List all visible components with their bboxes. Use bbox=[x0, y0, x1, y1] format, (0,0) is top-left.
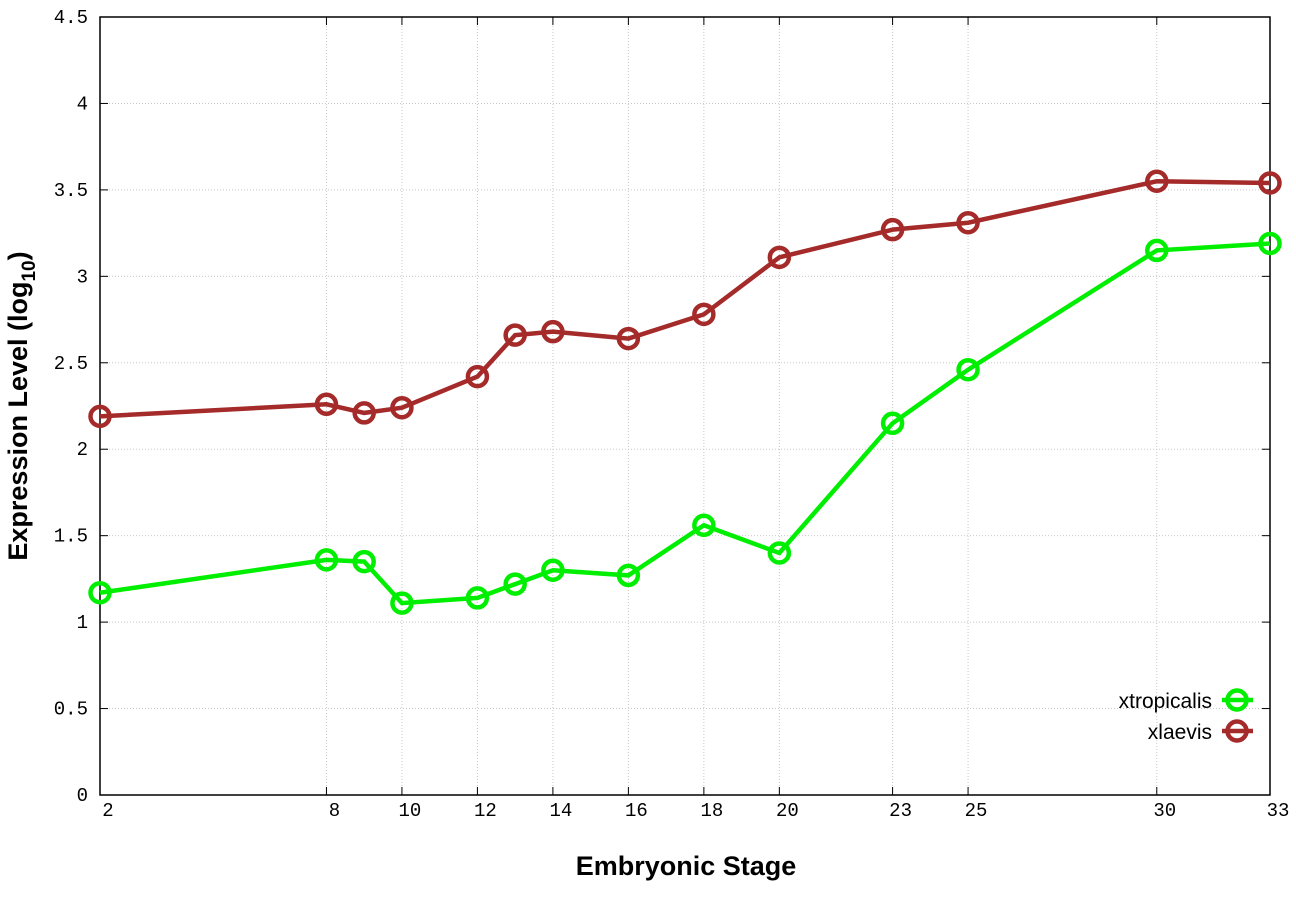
data-point-xlaevis bbox=[88, 404, 112, 429]
y-tick-label: 2.5 bbox=[54, 353, 88, 375]
data-point-xtropicalis bbox=[1258, 231, 1282, 256]
x-tick-label: 10 bbox=[399, 800, 422, 822]
data-point-xtropicalis bbox=[314, 548, 339, 572]
legend-label: xlaevis bbox=[1148, 721, 1212, 744]
series-group bbox=[88, 169, 1282, 615]
series-line-xlaevis bbox=[99, 178, 1271, 419]
y-axis-label: Expression Level (log10) bbox=[3, 251, 40, 560]
x-tick-label: 8 bbox=[329, 800, 340, 822]
legend-marker-xtropicalis bbox=[1225, 688, 1249, 712]
y-tick-label: 0.5 bbox=[54, 699, 88, 721]
data-point-xtropicalis bbox=[541, 558, 565, 582]
data-point-xlaevis bbox=[352, 401, 376, 425]
data-point-xlaevis bbox=[692, 302, 716, 327]
data-point-xtropicalis bbox=[88, 580, 112, 605]
data-point-xlaevis bbox=[616, 326, 641, 351]
data-point-xtropicalis bbox=[616, 563, 641, 588]
legend-marker-xlaevis bbox=[1225, 719, 1249, 743]
data-point-xtropicalis bbox=[767, 541, 792, 565]
axes: 0 0.5 1 1.5 2 2.5 3 3.5 4 4.5 2 8 10 12 14 16 18 20 23 25 30… bbox=[54, 7, 1290, 822]
x-tick-label: 30 bbox=[1153, 800, 1176, 822]
data-point-xlaevis bbox=[956, 210, 980, 235]
x-tick-label: 16 bbox=[625, 800, 648, 822]
x-tick-label: 23 bbox=[889, 800, 912, 822]
y-tick-label: 4 bbox=[77, 93, 88, 115]
grid bbox=[100, 17, 1270, 795]
data-point-xlaevis bbox=[767, 245, 792, 270]
y-tick-label: 0 bbox=[77, 785, 88, 807]
data-point-xlaevis bbox=[880, 217, 905, 242]
data-point-xlaevis bbox=[1145, 169, 1169, 193]
series-line-xtropicalis bbox=[99, 241, 1271, 606]
data-point-xlaevis bbox=[314, 392, 339, 417]
data-point-xtropicalis bbox=[1145, 238, 1169, 263]
data-point-xtropicalis bbox=[352, 549, 376, 574]
data-point-xtropicalis bbox=[692, 513, 716, 538]
y-tick-label: 2 bbox=[77, 439, 88, 461]
data-point-xlaevis bbox=[390, 395, 414, 420]
data-point-xlaevis bbox=[541, 319, 565, 344]
data-point-xlaevis bbox=[503, 323, 527, 347]
data-point-xtropicalis bbox=[465, 586, 490, 610]
data-point-xlaevis bbox=[465, 364, 490, 389]
x-tick-label: 20 bbox=[776, 800, 799, 822]
y-tick-label: 1 bbox=[77, 612, 88, 634]
data-point-xtropicalis bbox=[390, 591, 414, 615]
y-tick-label: 3 bbox=[77, 266, 88, 288]
y-tick-label: 4.5 bbox=[54, 7, 88, 29]
y-tick-label: 3.5 bbox=[54, 180, 88, 202]
x-tick-label: 18 bbox=[700, 800, 723, 822]
x-tick-label: 2 bbox=[102, 800, 113, 822]
legend: xtropicalis xlaevis bbox=[1119, 688, 1253, 744]
x-axis-label: Embryonic Stage bbox=[576, 851, 797, 881]
x-tick-label: 12 bbox=[474, 800, 497, 822]
data-point-xtropicalis bbox=[880, 411, 905, 436]
data-point-xtropicalis bbox=[956, 357, 980, 382]
x-tick-label: 33 bbox=[1267, 800, 1290, 822]
data-point-xlaevis bbox=[1258, 171, 1282, 195]
x-tick-label: 14 bbox=[549, 800, 572, 822]
x-tick-label: 25 bbox=[965, 800, 988, 822]
y-tick-label: 1.5 bbox=[54, 526, 88, 548]
data-point-xtropicalis bbox=[503, 572, 527, 596]
legend-label: xtropicalis bbox=[1119, 690, 1212, 713]
